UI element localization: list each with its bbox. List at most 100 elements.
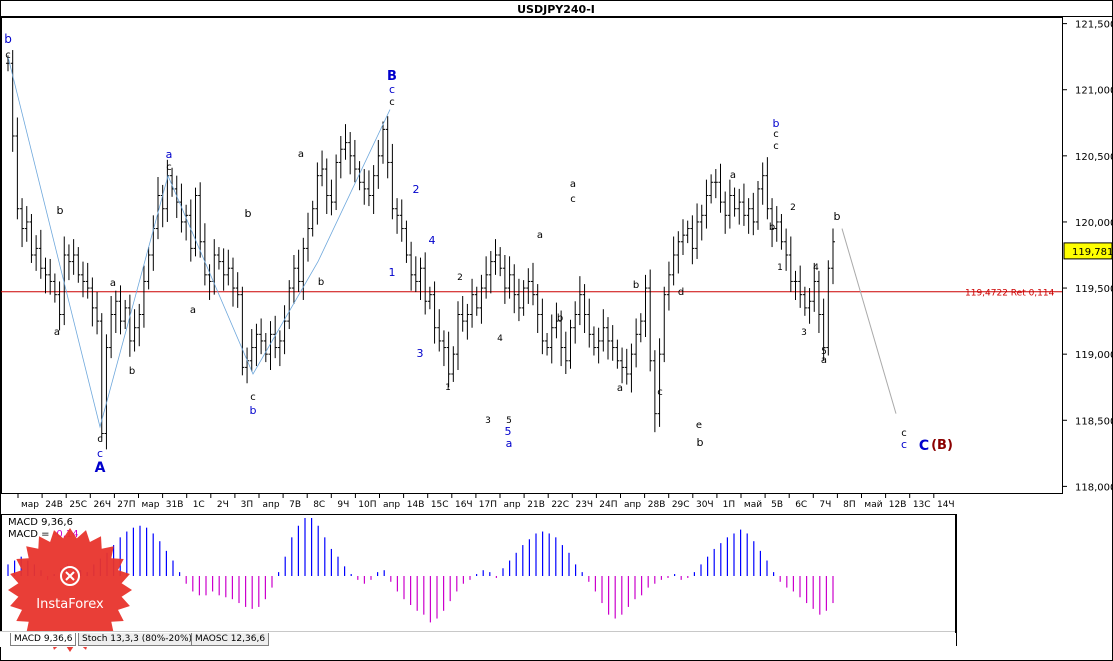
price-bar — [216, 247, 221, 270]
price-bar — [315, 162, 320, 225]
price-bar — [343, 124, 348, 160]
x-tick-label: 2Ч — [217, 500, 229, 510]
wave-label: a — [166, 148, 173, 161]
price-bar — [235, 272, 240, 308]
price-bar — [685, 220, 690, 244]
wave-label: 1 — [389, 266, 396, 279]
price-bar — [362, 169, 367, 205]
price-bar — [404, 220, 409, 263]
wave-label: 1 — [445, 383, 451, 393]
price-bar — [657, 338, 662, 427]
wave-label: c — [166, 162, 172, 173]
price-bar — [221, 248, 226, 291]
tab-maosc[interactable]: MAOSC 12,36,6 — [191, 633, 270, 646]
price-bar — [563, 331, 568, 374]
wave-label: 3 — [801, 328, 807, 338]
x-tick-label: 9Ч — [337, 500, 349, 510]
price-bar — [620, 347, 625, 384]
price-bar — [821, 298, 826, 361]
price-bar — [606, 317, 610, 360]
price-bar — [423, 252, 428, 315]
wave-label: a — [190, 305, 196, 316]
wave-label: 5 — [505, 425, 512, 438]
x-tick-label: мар — [141, 500, 159, 510]
logo-starburst — [8, 528, 132, 652]
retracement-label: 119,4722 Ret 0,114 — [965, 289, 1055, 299]
price-bar — [831, 228, 835, 285]
tab-stochastic[interactable]: Stoch 13,3,3 (80%-20%) — [78, 633, 197, 646]
wave-label: 2 — [457, 273, 463, 283]
wave-label: b — [245, 207, 252, 220]
wave-label: b — [129, 366, 135, 377]
price-bar — [526, 268, 531, 304]
price-bar — [493, 239, 498, 275]
price-bar — [34, 235, 39, 271]
wave-label: 2 — [413, 183, 420, 196]
price-bar — [545, 333, 550, 356]
instaforex-logo: InstaForex — [8, 528, 132, 652]
wave-label: b — [557, 313, 563, 324]
price-bar — [676, 231, 681, 274]
price-bar — [198, 182, 203, 258]
x-tick-label: 6С — [795, 500, 807, 510]
price-bar — [390, 143, 395, 220]
x-tick-label: 1П — [723, 500, 736, 510]
x-tick-label: 14Ч — [937, 500, 955, 510]
x-tick-label: апр — [383, 500, 400, 510]
price-bar — [802, 286, 807, 316]
y-tick-label: 120,500 — [1075, 152, 1113, 163]
price-bar — [376, 139, 381, 189]
price-bar — [610, 325, 615, 361]
price-bar — [137, 303, 142, 347]
price-bar — [10, 50, 15, 152]
price-bar — [207, 264, 212, 300]
wave-label: b — [773, 117, 780, 130]
wave-label: C — [919, 438, 929, 454]
price-bar — [123, 299, 128, 330]
price-bar — [366, 170, 371, 207]
price-bar — [732, 187, 737, 217]
price-bar — [568, 319, 573, 369]
macd-title: MACD 9,36,6 — [8, 517, 73, 528]
price-bar — [399, 199, 404, 242]
price-bar — [254, 323, 259, 367]
price-bar — [666, 261, 671, 311]
price-bar — [737, 188, 742, 225]
price-bar — [699, 204, 704, 241]
x-tick-label: 31В — [166, 500, 184, 510]
wave-label: 3 — [485, 416, 491, 426]
price-bar — [109, 295, 114, 359]
price-bar — [770, 198, 775, 248]
wave-label: c — [389, 97, 395, 108]
y-tick-label: 121,000 — [1075, 86, 1113, 97]
wave-label: b — [834, 210, 841, 223]
price-bar — [582, 284, 587, 334]
price-bar — [441, 330, 446, 367]
x-tick-label: 25С — [69, 500, 87, 510]
wave-label: B — [387, 69, 397, 84]
x-tick-label: 15С — [431, 500, 449, 510]
price-bars — [6, 50, 835, 450]
price-bar — [273, 315, 278, 359]
price-bar — [577, 276, 582, 326]
price-bar — [624, 348, 629, 385]
wave-label: a — [110, 278, 116, 289]
price-bar — [146, 247, 151, 290]
x-tick-label: 24П — [599, 500, 617, 510]
price-bar — [202, 223, 207, 286]
x-tick-label: 3П — [241, 500, 254, 510]
price-bar — [156, 176, 160, 240]
price-bar — [385, 116, 390, 179]
price-bar — [460, 295, 465, 332]
price-bar — [643, 274, 648, 337]
tab-macd[interactable]: MACD 9,36,6 — [10, 633, 77, 646]
wave-label: a — [821, 355, 827, 366]
wave-label: (B) — [931, 438, 953, 453]
wave-label: a — [298, 149, 304, 160]
wave-label: A — [95, 460, 106, 476]
projection-line — [841, 228, 897, 414]
price-bar — [381, 121, 385, 164]
x-tick-label: 14В — [407, 500, 425, 510]
price-bar — [634, 318, 639, 368]
price-bar — [427, 286, 432, 310]
